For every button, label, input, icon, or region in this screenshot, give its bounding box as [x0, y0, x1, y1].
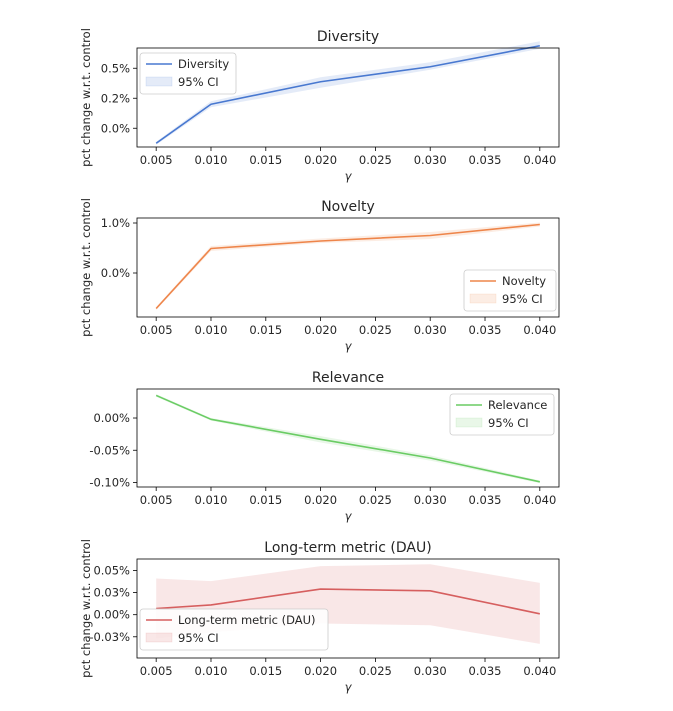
series-line — [156, 588, 540, 615]
x-tick-label: 0.040 — [523, 153, 556, 167]
x-tick-label: 0.025 — [359, 153, 392, 167]
y-tick-label: 0.03% — [93, 586, 130, 600]
x-tick-label: 0.015 — [249, 323, 282, 337]
x-tick-label: 0.010 — [195, 153, 228, 167]
x-tick-label: 0.025 — [359, 493, 392, 507]
x-tick-label: 0.030 — [414, 153, 447, 167]
axes-frame — [136, 217, 560, 318]
y-tick-label: 0.0% — [101, 121, 130, 135]
legend: Diversity 95% CI — [139, 52, 237, 95]
x-tick-label: 0.035 — [469, 493, 502, 507]
chart-title: Novelty — [321, 199, 375, 215]
x-tick-label: 0.015 — [249, 664, 282, 678]
legend-label: Diversity — [178, 57, 229, 71]
x-tick-label: 0.020 — [304, 493, 337, 507]
x-tick-label: 0.020 — [304, 153, 337, 167]
legend-ci-swatch — [145, 76, 173, 87]
x-tick-label: 0.035 — [469, 153, 502, 167]
y-tick-label: 0.00% — [93, 411, 130, 425]
x-tick-label: 0.005 — [140, 664, 173, 678]
chart-relevance: Relevance 0.005 0.010 0.015 0.020 0.025 0.030 0… — [89, 370, 560, 523]
y-tick-label: 1.0% — [101, 216, 130, 230]
legend-ci-label: 95% CI — [178, 631, 219, 645]
series-line — [155, 44, 540, 144]
legend: Novelty 95% CI — [463, 269, 557, 312]
chart-title: Diversity — [317, 29, 379, 45]
x-tick-label: 0.030 — [414, 323, 447, 337]
x-tick-label: 0.030 — [414, 664, 447, 678]
x-tick-label: 0.030 — [414, 493, 447, 507]
x-tick-label: 0.020 — [304, 664, 337, 678]
axes-frame — [136, 47, 560, 148]
x-tick-label: 0.020 — [304, 323, 337, 337]
y-tick-label: -0.03% — [89, 630, 130, 644]
legend-ci-swatch — [145, 632, 173, 643]
y-axis-label: pct change w.r.t. control — [79, 539, 93, 678]
chart-title: Relevance — [312, 370, 384, 386]
y-axis-label: pct change w.r.t. control — [79, 198, 93, 337]
y-tick-label: 0.00% — [93, 608, 130, 622]
x-tick-label: 0.005 — [140, 153, 173, 167]
series-line — [155, 394, 540, 483]
x-tick-label: 0.005 — [140, 323, 173, 337]
legend-box — [139, 608, 329, 651]
x-tick-label: 0.025 — [359, 664, 392, 678]
ci-band — [156, 222, 540, 310]
y-tick-label: 0.05% — [93, 563, 130, 577]
x-axis-label: γ — [345, 680, 353, 694]
legend-label: Long-term metric (DAU) — [178, 613, 316, 627]
legend-ci-label: 95% CI — [502, 292, 543, 306]
x-axis-label: γ — [345, 339, 353, 353]
x-tick-label: 0.040 — [523, 493, 556, 507]
chart-novelty: Novelty 0.005 0.010 0.015 0.020 0.025 0.030 0.0… — [79, 198, 560, 353]
series-line — [155, 223, 540, 310]
x-tick-label: 0.040 — [523, 664, 556, 678]
x-tick-label: 0.015 — [249, 493, 282, 507]
legend: Long-term metric (DAU) 95% CI — [139, 608, 329, 651]
y-tick-label: 0.5% — [101, 61, 130, 75]
y-tick-label: 0.2% — [101, 91, 130, 105]
legend-ci-label: 95% CI — [178, 75, 219, 89]
x-tick-label: 0.010 — [195, 664, 228, 678]
legend-label: Novelty — [502, 274, 546, 288]
x-tick-label: 0.010 — [195, 323, 228, 337]
x-tick-label: 0.015 — [249, 153, 282, 167]
legend: Relevance 95% CI — [449, 393, 555, 436]
legend-ci-swatch — [455, 417, 483, 428]
x-tick-label: 0.005 — [140, 493, 173, 507]
x-axis-label: γ — [345, 169, 353, 183]
chart-diversity: Diversity 0.005 0.010 0.015 0.020 0.025 0.030 0… — [79, 28, 560, 183]
legend-ci-label: 95% CI — [488, 416, 529, 430]
x-tick-label: 0.040 — [523, 323, 556, 337]
x-tick-label: 0.035 — [469, 323, 502, 337]
x-tick-label: 0.010 — [195, 493, 228, 507]
x-axis-label: γ — [345, 509, 353, 523]
axes-frame — [136, 388, 560, 488]
ci-band — [156, 41, 540, 145]
y-tick-label: -0.05% — [89, 443, 130, 457]
x-tick-label: 0.025 — [359, 323, 392, 337]
chart-title: Long-term metric (DAU) — [264, 540, 431, 556]
legend-label: Relevance — [488, 398, 547, 412]
y-tick-label: 0.0% — [101, 266, 130, 280]
axes-frame — [136, 558, 560, 659]
y-axis-label: pct change w.r.t. control — [79, 28, 93, 167]
legend-ci-swatch — [469, 293, 497, 304]
x-tick-label: 0.035 — [469, 664, 502, 678]
y-tick-label: -0.10% — [89, 475, 130, 489]
chart-long-term-metric-dau: Long-term metric (DAU) 0.005 0.010 0.015 0.0… — [79, 539, 560, 694]
